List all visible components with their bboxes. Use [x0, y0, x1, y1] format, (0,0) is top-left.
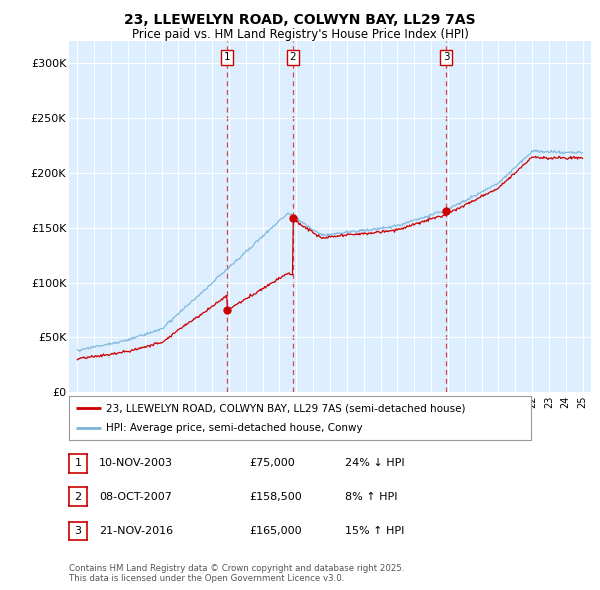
Text: 08-OCT-2007: 08-OCT-2007	[99, 492, 172, 502]
Text: 2: 2	[74, 492, 82, 502]
Text: £165,000: £165,000	[249, 526, 302, 536]
Text: 8% ↑ HPI: 8% ↑ HPI	[345, 492, 398, 502]
Text: 1: 1	[223, 53, 230, 63]
Text: HPI: Average price, semi-detached house, Conwy: HPI: Average price, semi-detached house,…	[106, 423, 362, 433]
Text: 23, LLEWELYN ROAD, COLWYN BAY, LL29 7AS: 23, LLEWELYN ROAD, COLWYN BAY, LL29 7AS	[124, 13, 476, 27]
Text: 23, LLEWELYN ROAD, COLWYN BAY, LL29 7AS (semi-detached house): 23, LLEWELYN ROAD, COLWYN BAY, LL29 7AS …	[106, 403, 466, 413]
Text: £158,500: £158,500	[249, 492, 302, 502]
Text: 21-NOV-2016: 21-NOV-2016	[99, 526, 173, 536]
Text: 2: 2	[289, 53, 296, 63]
Text: 3: 3	[443, 53, 449, 63]
Text: Contains HM Land Registry data © Crown copyright and database right 2025.
This d: Contains HM Land Registry data © Crown c…	[69, 563, 404, 583]
Text: 10-NOV-2003: 10-NOV-2003	[99, 458, 173, 468]
Text: 1: 1	[74, 458, 82, 468]
Text: Price paid vs. HM Land Registry's House Price Index (HPI): Price paid vs. HM Land Registry's House …	[131, 28, 469, 41]
Text: £75,000: £75,000	[249, 458, 295, 468]
Text: 3: 3	[74, 526, 82, 536]
Text: 24% ↓ HPI: 24% ↓ HPI	[345, 458, 404, 468]
Text: 15% ↑ HPI: 15% ↑ HPI	[345, 526, 404, 536]
